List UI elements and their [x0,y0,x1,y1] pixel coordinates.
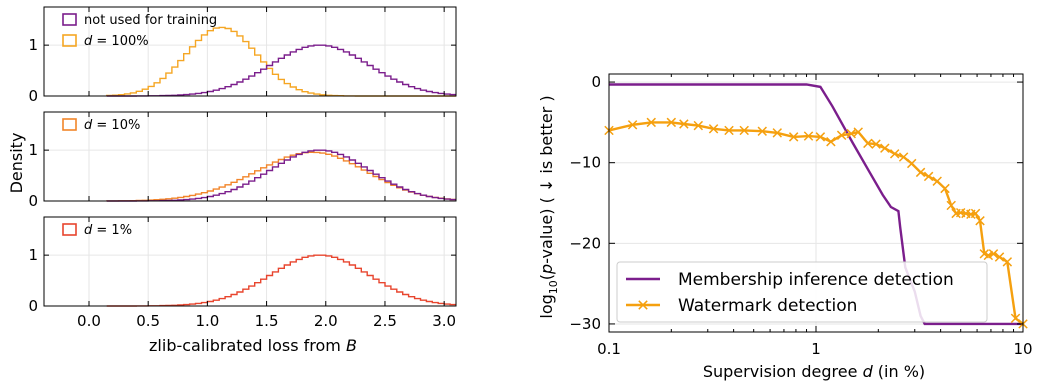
x-tick-label: 0.5 [136,312,160,330]
y-tick-label: 0 [28,87,38,105]
series-marker [923,171,934,182]
legend-swatch [62,34,77,47]
y-tick-label: 0 [591,73,601,91]
series-line [608,121,1024,325]
series-marker [946,200,956,211]
series-marker [646,117,656,128]
series-marker [983,250,994,261]
y-tick-label: −30 [569,315,601,333]
series-marker [1010,313,1021,324]
y-tick-label: 1 [28,36,38,54]
series-watermark [604,117,1028,329]
series-marker [863,138,873,149]
legend-marker [638,300,648,310]
series-marker [739,125,749,136]
legend: Membership inference detection Watermark … [616,261,988,323]
histogram-subplot: 0 1 d = 10% [28,111,457,210]
legend-label: d = 1% [84,223,132,238]
series-marker [772,128,783,138]
series-marker [627,120,638,130]
series-marker [803,131,814,141]
y-tick-label: 1 [28,141,38,159]
histogram-reference [106,149,456,202]
x-tick-label: 3.0 [432,312,456,330]
legend-label: d = 100% [84,34,149,49]
series-marker [836,130,847,141]
series-marker [846,128,856,139]
series-marker [889,149,900,159]
legend-label: Membership inference detection [678,270,954,290]
y-tick-label: 0 [28,297,38,315]
subplot-frame [43,111,457,202]
series-marker [932,176,942,186]
histogram-series [106,26,456,97]
subplot-frame [43,216,457,307]
y-tick-label: 1 [28,246,38,264]
series-marker [679,119,689,129]
series-marker [871,139,881,149]
series-marker [826,136,836,147]
series-membership [609,83,1023,326]
series-marker [898,152,909,162]
series-marker [666,117,677,128]
series-line [609,83,1023,326]
series-marker [693,120,704,131]
series-marker [724,125,734,136]
series-marker [1002,257,1013,267]
series-marker [815,132,826,142]
y-tick-label: 0 [28,192,38,210]
y-axis-label-right: log10(p-value) ( ↓ is better ) [537,95,560,318]
legend-swatch [62,118,77,131]
legend: d = 1% [62,223,132,238]
series-marker [853,127,863,137]
x-tick-label: 10 [1013,340,1032,358]
y-tick-label: −10 [569,154,601,172]
x-axis-label: zlib-calibrated loss from B [149,336,357,355]
series-marker [915,167,926,178]
series-marker [880,143,890,153]
line-chart-panel: 0.1 1 10 0 −10 −20 −30 Membership inference det… [569,73,1032,358]
histogram-subplot: 0 1 not used for training d = 100% [28,6,457,105]
histogram-series [106,151,456,202]
x-tick-label: 0.1 [597,340,621,358]
y-tick-label: −20 [569,234,601,252]
histogram-series [106,254,456,307]
subplot-frame [43,6,457,97]
histogram-subplot: 0.0 0.5 1.0 1.5 2.0 2.5 3.0 0 1 d = 1% [28,216,457,330]
x-tick-label: 2.0 [314,312,338,330]
histogram-reference [106,44,456,97]
x-tick-label: 1.5 [255,312,279,330]
x-tick-label: 1.0 [195,312,219,330]
series-marker [757,126,767,136]
x-tick-label: 0.0 [77,312,101,330]
series-marker [788,132,799,142]
series-marker [988,249,999,259]
legend-box [616,261,988,323]
series-marker [994,252,1005,262]
legend: d = 10% [62,118,140,133]
series-marker [708,124,719,134]
x-tick-label: 1 [811,340,821,358]
legend-label: not used for training [84,13,217,28]
x-axis-label-right: Supervision degree d (in %) [703,362,925,381]
series-marker [975,216,985,226]
legend-swatch [62,223,77,236]
histogram-panel: 0 1 not used for training d = 100% 0 1 d = 10%… [28,6,457,330]
y-axis-label: Density [7,133,26,194]
legend-label: Watermark detection [678,296,857,316]
series-marker [906,158,917,169]
legend: not used for training d = 100% [62,13,217,49]
series-marker [940,183,950,194]
legend-label: d = 10% [84,118,140,133]
legend-swatch [62,13,77,26]
series-marker [970,208,981,219]
x-tick-label: 2.5 [373,312,397,330]
